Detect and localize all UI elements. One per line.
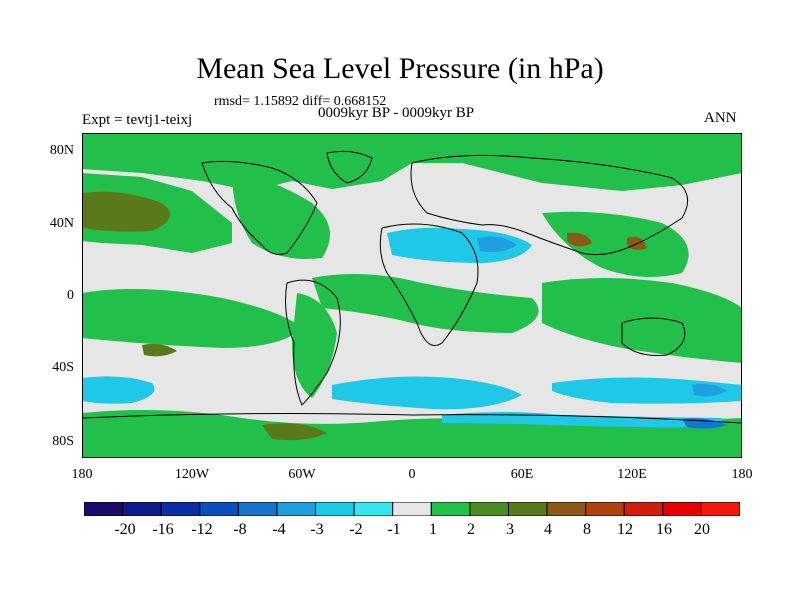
coastlines [82, 150, 742, 424]
map-frame [82, 133, 742, 458]
colorbar-label: -16 [152, 521, 174, 538]
colorbar-swatch [353, 502, 394, 516]
rmsd-diff-stats: rmsd= 1.15892 diff= 0.668152 [214, 94, 387, 109]
colorbar-swatch [122, 502, 162, 516]
colorbar-label: 1 [429, 521, 437, 538]
colorbar-label: 4 [544, 521, 552, 538]
colorbar-label: 2 [467, 521, 475, 538]
lon-label-180-right: 180 [731, 467, 753, 482]
colorbar-swatch [160, 502, 201, 516]
colorbar-swatch [276, 502, 317, 516]
colorbar-label: 8 [583, 521, 591, 538]
season-label: ANN [704, 110, 737, 126]
experiment-label: Expt = tevtj1-teixj [82, 112, 193, 128]
time-period: 0009kyr BP - 0009kyr BP [318, 105, 475, 121]
lat-label-40s: 40S [52, 360, 74, 375]
colorbar-swatch [84, 502, 124, 516]
colorbar-label: -1 [387, 521, 401, 538]
lon-label-60w: 60W [288, 467, 316, 482]
lon-label-0: 0 [408, 467, 416, 482]
pressure-map [82, 133, 742, 458]
colorbar-label: -12 [191, 521, 213, 538]
colorbar [84, 502, 740, 516]
colorbar-swatch [392, 502, 432, 516]
colorbar-swatch [585, 502, 625, 516]
colorbar-label: 20 [694, 521, 710, 538]
colorbar-swatch [507, 502, 548, 516]
colorbar-swatch [469, 502, 509, 516]
lon-label-120w: 120W [174, 467, 210, 482]
lat-label-0: 0 [67, 288, 74, 303]
colorbar-label: -8 [233, 521, 247, 538]
colorbar-swatch [199, 502, 239, 516]
colorbar-label: -4 [272, 521, 286, 538]
colorbar-label: 16 [656, 521, 672, 538]
pressure-anomaly-fields [82, 133, 742, 458]
colorbar-swatch [700, 502, 740, 516]
chart-title: Mean Sea Level Pressure (in hPa) [196, 52, 604, 85]
colorbar-swatch [315, 502, 355, 516]
lat-label-80s: 80S [52, 434, 74, 449]
lon-label-120e: 120E [617, 467, 647, 482]
lat-label-40n: 40N [49, 216, 74, 231]
colorbar-label: -20 [114, 521, 136, 538]
colorbar-swatch [237, 502, 278, 516]
colorbar-label: 3 [506, 521, 514, 538]
colorbar-label: -3 [310, 521, 324, 538]
colorbar-label: -2 [349, 521, 363, 538]
lon-label-180-left: 180 [71, 467, 93, 482]
colorbar-swatch [430, 502, 471, 516]
lat-label-80n: 80N [49, 143, 74, 158]
colorbar-label: 12 [617, 521, 633, 538]
lon-label-60e: 60E [510, 467, 534, 482]
colorbar-swatch [623, 502, 664, 516]
colorbar-swatch [546, 502, 587, 516]
colorbar-swatch [662, 502, 702, 516]
